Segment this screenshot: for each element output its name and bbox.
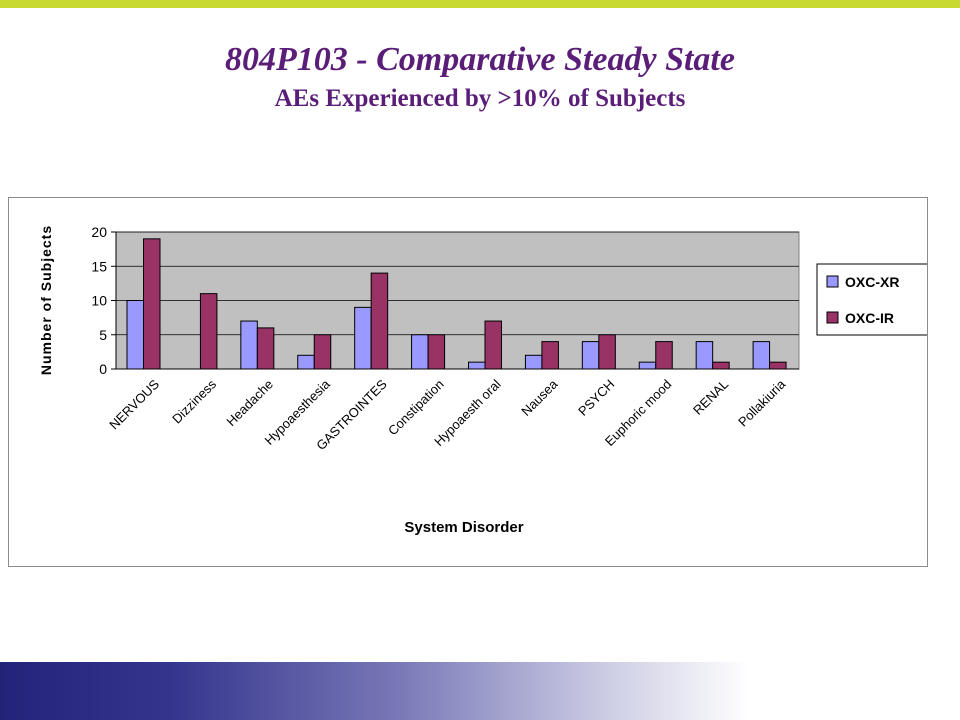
y-axis-title: Number of Subjects <box>38 225 54 375</box>
legend-swatch-oxc-ir <box>826 311 839 324</box>
bar-oxc-xr <box>240 320 258 370</box>
y-tick-label: 5 <box>99 327 107 343</box>
legend-label-oxc-ir: OXC-IR <box>845 310 894 326</box>
bar-oxc-ir <box>769 361 787 370</box>
bar-oxc-xr <box>638 361 657 370</box>
bar-oxc-xr <box>126 300 144 370</box>
bar-oxc-ir <box>484 320 502 370</box>
x-tick-label: PSYCH <box>575 377 617 419</box>
bar-oxc-ir <box>313 334 332 370</box>
x-tick-label: Dizziness <box>169 376 219 426</box>
legend-swatch-oxc-xr <box>826 275 839 288</box>
x-tick-label: Constipation <box>385 377 447 439</box>
bar-oxc-ir <box>598 334 616 370</box>
legend-label-oxc-xr: OXC-XR <box>845 274 899 290</box>
y-tick-label: 20 <box>91 224 107 240</box>
chart-frame: 0 5 10 15 20 NERVOUS Dizziness Headache Hypoaest… <box>8 197 928 567</box>
bar-oxc-xr <box>524 354 543 370</box>
bar-oxc-ir <box>655 341 673 370</box>
y-tick-label: 0 <box>99 361 107 377</box>
bar-oxc-ir <box>712 361 730 370</box>
legend: OXC-XR OXC-IR <box>816 263 927 336</box>
y-tick-label: 10 <box>91 293 107 309</box>
bar-oxc-xr <box>411 334 429 370</box>
bar-oxc-ir <box>256 327 275 370</box>
bar-oxc-xr <box>354 306 372 370</box>
bar-oxc-xr <box>468 361 486 370</box>
bar-oxc-ir <box>370 272 389 370</box>
bar-oxc-xr <box>752 341 771 370</box>
x-tick-label: NERVOUS <box>106 376 162 432</box>
x-tick-label: Pollakiuria <box>735 376 789 430</box>
bar-oxc-ir <box>541 341 559 370</box>
bar-oxc-ir <box>199 293 218 370</box>
bottom-gradient-band <box>0 662 960 720</box>
x-axis-title: System Disorder <box>404 519 523 536</box>
bar-oxc-xr <box>695 341 714 370</box>
x-tick-label: Headache <box>223 377 276 430</box>
x-tick-label: RENAL <box>690 377 731 418</box>
bar-oxc-xr <box>581 341 600 370</box>
slide-title: 804P103 - Comparative Steady State AEs E… <box>0 38 960 116</box>
bar-oxc-ir <box>427 334 446 370</box>
title-line-2: AEs Experienced by >10% of Subjects <box>274 85 686 112</box>
title-line-1: 804P103 - Comparative Steady State <box>225 41 735 78</box>
bar-oxc-ir <box>143 238 161 370</box>
top-accent-bar <box>0 0 960 8</box>
bar-oxc-xr <box>297 354 315 370</box>
x-tick-label: Nausea <box>518 376 561 419</box>
y-tick-label: 15 <box>91 258 107 274</box>
